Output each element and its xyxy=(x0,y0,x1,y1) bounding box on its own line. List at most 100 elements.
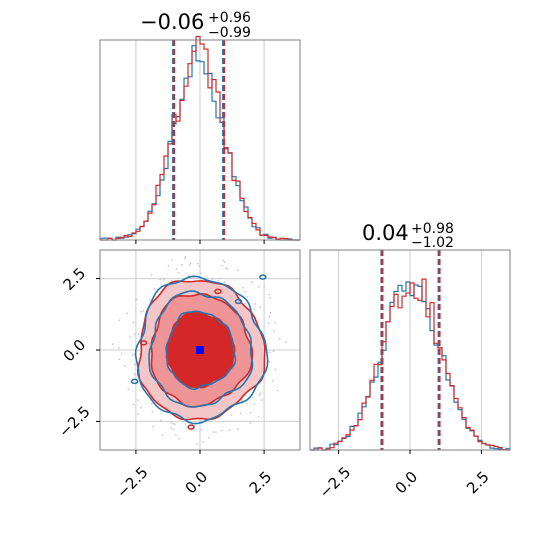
contour-sample-point xyxy=(187,274,190,277)
contour-line-series-a xyxy=(134,275,269,425)
contour-island xyxy=(234,298,243,305)
contour-sample-point xyxy=(133,333,136,336)
contour-x-tick-label: 2.5 xyxy=(246,468,276,498)
contour-y-tick-label: −2.5 xyxy=(55,403,93,441)
contour-sample-point xyxy=(223,261,226,264)
contour-sample-point xyxy=(274,321,277,324)
histogram-1-title: −0.06 xyxy=(140,10,204,34)
contour-sample-point xyxy=(196,443,198,446)
contour-sample-point xyxy=(236,268,239,271)
contour-sample-point xyxy=(268,351,271,354)
contour-sample-point xyxy=(137,413,139,415)
contour-sample-point xyxy=(261,399,263,401)
contour-sample-point xyxy=(259,392,262,395)
contour-sample-point xyxy=(124,365,126,368)
contour-sample-point xyxy=(140,310,143,313)
histogram-2-median: 0.04 xyxy=(362,221,409,245)
contour-sample-point xyxy=(240,399,243,402)
histogram-panel-param-2: −2.5 0.0 2.5 0.04 +0.98 −1.02 xyxy=(309,221,511,502)
contour-sample-point xyxy=(137,399,140,402)
contour-sample-point xyxy=(257,415,260,418)
contour-sample-point xyxy=(181,263,183,266)
contour-sample-point xyxy=(170,427,173,430)
contour-sample-point xyxy=(175,267,178,270)
contour-sample-point xyxy=(263,285,266,288)
contour-sample-point xyxy=(215,431,217,433)
contour-sample-point xyxy=(219,277,222,280)
histogram-panel-param-1: −0.06 +0.96 −0.99 xyxy=(99,10,301,244)
contour-sample-point xyxy=(202,441,204,443)
contour-sample-point xyxy=(272,350,275,353)
contour-sample-point xyxy=(239,412,242,415)
contour-y-tick-label: 2.5 xyxy=(60,264,90,294)
contour-sample-point xyxy=(131,354,134,357)
contour-sample-point xyxy=(245,402,248,405)
contour-sample-point xyxy=(242,286,245,289)
contour-sample-point xyxy=(268,322,270,324)
contour-sample-point xyxy=(268,360,271,363)
contour-sample-point xyxy=(198,264,201,267)
contour-line-series-b xyxy=(136,280,266,421)
histogram-1-median: −0.06 xyxy=(140,10,204,34)
contour-sample-point xyxy=(134,308,137,311)
contour-sample-point xyxy=(253,308,255,311)
contour-sample-point xyxy=(222,259,224,262)
histogram-2-title: 0.04 xyxy=(362,221,409,245)
contour-sample-point xyxy=(150,273,153,276)
contour-island xyxy=(130,378,139,385)
contour-island xyxy=(187,424,195,430)
contour-sample-point xyxy=(246,296,249,298)
contour-sample-point xyxy=(196,262,199,265)
contour-sample-point xyxy=(127,388,130,391)
contour-island xyxy=(214,288,222,295)
contour-sample-point xyxy=(259,306,262,309)
contour-sample-point xyxy=(274,368,277,371)
contour-sample-point xyxy=(276,389,279,392)
histogram-2-series-2 xyxy=(310,278,510,451)
contour-sample-point xyxy=(167,264,170,267)
histogram-2-lower-error: −1.02 xyxy=(411,235,454,251)
contour-sample-point xyxy=(126,312,129,315)
histogram-2-upper-error: +0.98 xyxy=(411,221,454,237)
contour-sample-point xyxy=(118,319,121,322)
contour-sample-point xyxy=(153,288,156,290)
contour-sample-point xyxy=(254,303,257,305)
contour-sample-point xyxy=(133,363,136,366)
contour-sample-point xyxy=(200,428,203,431)
contour-line-series-a xyxy=(148,290,254,408)
contour-sample-point xyxy=(249,411,252,414)
contour-sample-point xyxy=(117,346,120,349)
contour-sample-point xyxy=(272,379,275,382)
contour-sample-point xyxy=(268,293,271,296)
contour-sample-point xyxy=(189,262,192,265)
contour-sample-point xyxy=(208,436,210,439)
contour-sample-point xyxy=(236,428,239,431)
contour-sample-point xyxy=(151,410,154,413)
contour-sample-point xyxy=(129,336,132,338)
contour-island xyxy=(139,340,148,346)
contour-sample-point xyxy=(225,267,227,269)
contour-sample-point xyxy=(159,419,162,422)
histogram-1-upper-error: +0.96 xyxy=(208,10,251,26)
histogram-2-tick-label: 0.0 xyxy=(392,468,422,498)
contour-sample-point xyxy=(134,298,137,301)
contour-sample-point xyxy=(285,340,287,343)
contour-sample-point xyxy=(161,434,164,436)
histogram-1-lower-error: −0.99 xyxy=(208,25,251,41)
contour-sample-point xyxy=(178,437,181,440)
contour-sample-point xyxy=(177,271,180,274)
histogram-2-tick-label: 2.5 xyxy=(463,468,493,498)
contour-sample-point xyxy=(211,278,213,281)
histogram-2-tick-label: −2.5 xyxy=(316,463,354,501)
contour-sample-point xyxy=(184,257,187,260)
contour-center-marker xyxy=(196,346,204,354)
contour-line-series-a xyxy=(165,310,237,391)
contour-sample-point xyxy=(269,312,272,314)
contour-sample-point xyxy=(249,422,252,425)
contour-sample-point xyxy=(132,403,135,406)
contour-sample-point xyxy=(251,396,254,399)
contour-sample-point xyxy=(140,406,143,409)
contour-island xyxy=(259,274,267,280)
contour-x-tick-label: −2.5 xyxy=(113,463,151,501)
